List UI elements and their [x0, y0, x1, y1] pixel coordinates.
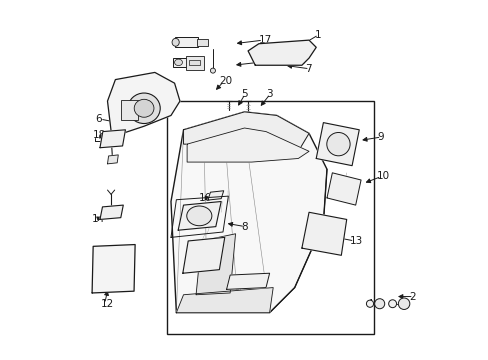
Polygon shape	[183, 237, 224, 273]
Text: 8: 8	[241, 222, 247, 231]
Text: 13: 13	[349, 236, 363, 246]
Text: 10: 10	[376, 171, 389, 181]
Bar	[121, 100, 138, 121]
Bar	[174, 37, 198, 47]
Text: 16: 16	[199, 193, 212, 203]
Text: 5: 5	[241, 89, 247, 99]
Circle shape	[374, 299, 384, 309]
Polygon shape	[207, 191, 223, 200]
Circle shape	[398, 298, 409, 310]
Text: 7: 7	[305, 64, 311, 74]
Circle shape	[366, 300, 373, 307]
Bar	[186, 56, 203, 69]
Polygon shape	[301, 212, 346, 255]
Text: 4: 4	[366, 299, 372, 309]
Polygon shape	[100, 205, 123, 220]
Polygon shape	[316, 123, 359, 166]
Polygon shape	[326, 173, 360, 205]
Text: 12: 12	[100, 299, 113, 309]
Ellipse shape	[128, 93, 160, 123]
Polygon shape	[171, 112, 326, 313]
Text: 14: 14	[91, 215, 104, 224]
Bar	[197, 39, 207, 46]
Text: 2: 2	[408, 292, 415, 302]
Polygon shape	[107, 72, 180, 137]
Circle shape	[210, 68, 215, 73]
Bar	[188, 60, 199, 65]
Bar	[167, 101, 373, 334]
Polygon shape	[187, 128, 308, 162]
Text: 3: 3	[265, 89, 272, 99]
Polygon shape	[247, 40, 316, 65]
Ellipse shape	[134, 99, 154, 117]
Polygon shape	[100, 130, 125, 148]
Ellipse shape	[186, 206, 211, 226]
Text: 19: 19	[260, 57, 273, 67]
Text: 15: 15	[236, 288, 249, 298]
Text: 18: 18	[93, 130, 106, 140]
Text: 17: 17	[258, 35, 271, 45]
Ellipse shape	[172, 39, 179, 46]
Bar	[172, 58, 187, 67]
Ellipse shape	[326, 132, 349, 156]
Polygon shape	[178, 202, 221, 230]
Text: 1: 1	[314, 30, 321, 40]
Text: 20: 20	[219, 76, 232, 86]
Circle shape	[388, 300, 396, 308]
Ellipse shape	[174, 59, 182, 66]
Polygon shape	[226, 273, 269, 289]
Polygon shape	[183, 112, 308, 151]
Polygon shape	[107, 155, 118, 164]
Polygon shape	[176, 288, 273, 313]
Text: 11: 11	[192, 257, 205, 267]
Text: 9: 9	[376, 132, 383, 142]
Polygon shape	[196, 234, 235, 295]
Polygon shape	[92, 244, 135, 293]
Text: 6: 6	[96, 114, 102, 124]
